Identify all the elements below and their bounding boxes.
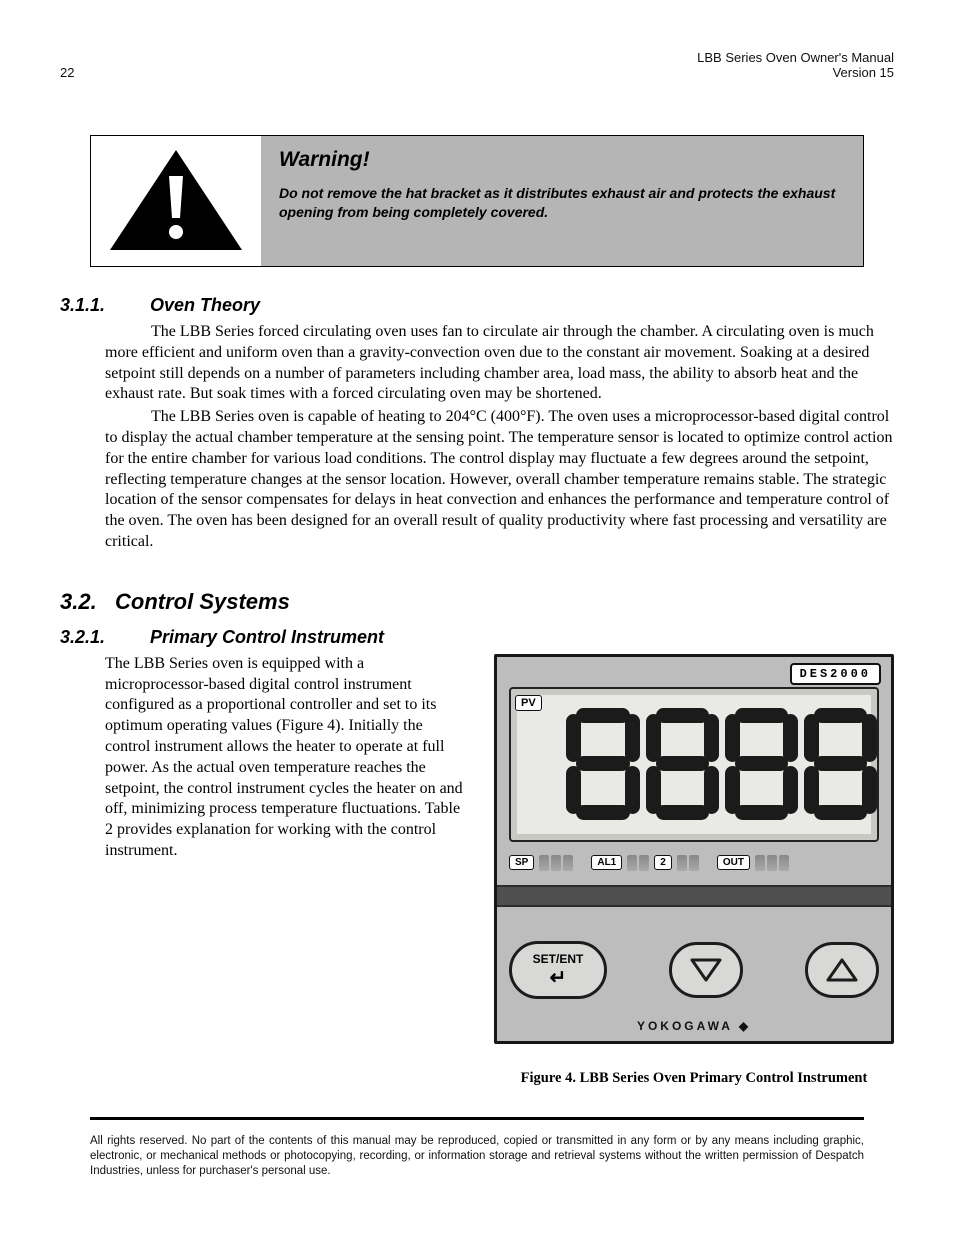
status-out-label: OUT — [717, 855, 750, 870]
header-right: LBB Series Oven Owner's Manual Version 1… — [697, 50, 894, 80]
heading-321-title: Primary Control Instrument — [150, 627, 384, 647]
two-column-row: The LBB Series oven is equipped with a m… — [60, 654, 894, 1087]
status-2-label: 2 — [654, 855, 672, 870]
heading-321: 3.2.1.Primary Control Instrument — [60, 627, 894, 648]
para-311-2: The LBB Series oven is capable of heatin… — [60, 407, 894, 553]
doc-title-2: Version 15 — [697, 65, 894, 80]
lcd-display — [509, 687, 879, 842]
heading-321-number: 3.2.1. — [60, 627, 150, 648]
warning-title: Warning! — [279, 148, 845, 172]
down-button[interactable] — [669, 942, 743, 998]
page-number: 22 — [60, 65, 74, 80]
status-al1: AL1 2 — [591, 855, 698, 871]
para-321: The LBB Series oven is equipped with a m… — [60, 654, 470, 862]
warning-text: Do not remove the hat bracket as it dist… — [279, 184, 845, 222]
digit-2 — [646, 708, 719, 820]
dark-band — [497, 885, 891, 907]
status-sp-label: SP — [509, 855, 534, 870]
doc-title-1: LBB Series Oven Owner's Manual — [697, 50, 894, 65]
heading-32: 3.2.Control Systems — [60, 589, 894, 615]
para-321-text: The LBB Series oven is equipped with a m… — [105, 655, 463, 859]
heading-311-number: 3.1.1. — [60, 295, 150, 316]
set-ent-label: SET/ENT — [533, 952, 584, 966]
heading-32-number: 3.2. — [60, 589, 115, 615]
heading-311: 3.1.1.Oven Theory — [60, 295, 894, 316]
para-311-1: The LBB Series forced circulating oven u… — [60, 322, 894, 405]
para-311-2-text: The LBB Series oven is capable of heatin… — [105, 408, 892, 550]
button-row: SET/ENT ↵ — [509, 941, 879, 999]
column-right: DES2000 PV — [494, 654, 894, 1087]
heading-311-title: Oven Theory — [150, 295, 260, 315]
warning-triangle-icon — [106, 146, 246, 256]
warning-icon-cell — [91, 136, 261, 266]
triangle-up-icon — [824, 956, 860, 984]
footer-rule — [90, 1117, 864, 1120]
maker-label: YOKOGAWA ◆ — [497, 1019, 891, 1033]
digit-3 — [725, 708, 798, 820]
brand-label: DES2000 — [790, 663, 881, 685]
up-button[interactable] — [805, 942, 879, 998]
status-out: OUT — [717, 855, 789, 871]
return-arrow-icon: ↵ — [550, 968, 567, 988]
status-al1-label: AL1 — [591, 855, 622, 870]
figure-caption: Figure 4. LBB Series Oven Primary Contro… — [494, 1070, 894, 1087]
set-ent-button[interactable]: SET/ENT ↵ — [509, 941, 607, 999]
column-left: The LBB Series oven is equipped with a m… — [60, 654, 470, 864]
status-sp: SP — [509, 855, 573, 871]
pv-label: PV — [515, 695, 542, 711]
digit-1 — [566, 708, 639, 820]
warning-body: Warning! Do not remove the hat bracket a… — [261, 136, 863, 266]
digit-4 — [804, 708, 877, 820]
triangle-down-icon — [688, 956, 724, 984]
footer-text: All rights reserved. No part of the cont… — [60, 1134, 894, 1179]
para-311-1-text: The LBB Series forced circulating oven u… — [105, 323, 874, 402]
warning-callout: Warning! Do not remove the hat bracket a… — [90, 135, 864, 267]
status-row: SP AL1 2 OUT — [509, 855, 879, 871]
page-header: 22 LBB Series Oven Owner's Manual Versio… — [60, 50, 894, 80]
heading-32-title: Control Systems — [115, 589, 290, 614]
control-panel-figure: DES2000 PV — [494, 654, 894, 1044]
